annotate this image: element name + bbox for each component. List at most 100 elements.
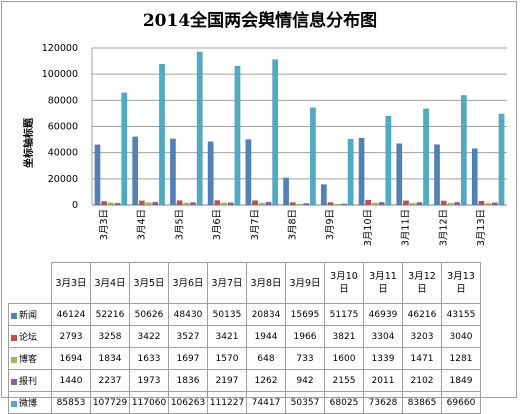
bar-微博-3月3日 [121,92,128,206]
bar-报刊-3月4日 [152,201,159,206]
table-cell: 3821 [324,325,364,348]
bar-博客-3月5日 [183,202,190,206]
table-cell: 43155 [441,303,481,326]
bar-论坛-3月9日 [327,202,334,206]
bar-新闻-3月4日 [132,136,139,206]
table-cell: 1849 [441,369,481,392]
y-tick-labels: 0 20000 40000 60000 80000 100000 120000 [42,43,78,211]
bar-报刊-3月11日 [416,202,423,206]
table-row: 论坛 2793 3258 3422 3527 3421 1944 1966 3821 3304 32… [8,325,481,348]
table-cell: 2155 [324,369,364,392]
x-tick-label: 3月11日 [401,209,412,246]
bar-论坛-3月12日 [440,200,447,206]
bar-新闻-3月8日 [283,177,290,206]
table-row: 新闻 46124 52216 50626 48430 50135 20834 15695 511… [8,303,481,326]
table-header-cell: 3月12 日 [402,262,442,304]
legend-swatch [11,334,17,341]
bar-论坛-3月4日 [138,200,145,206]
x-tick-label: 3月5日 [174,209,185,240]
legend-swatch [11,356,17,363]
table-cell: 3527 [168,325,208,348]
table-cell: 1440 [51,369,91,392]
x-tick-label: 3月7日 [250,209,261,240]
bar-微博-3月5日 [196,51,203,206]
bar-报刊-3月5日 [190,202,196,206]
bar-报刊-3月7日 [265,201,272,206]
x-tick-label: 3月4日 [137,209,148,240]
gridlines [91,47,507,206]
table-cell: 50135 [207,303,247,326]
bar-新闻-3月11日 [396,143,403,206]
bar-论坛-3月8日 [289,202,296,206]
table-cell: 50357 [285,391,325,414]
table-cell: 3258 [90,325,130,348]
bar-新闻-3月9日 [320,184,327,206]
bar-博客-3月13日 [485,203,492,206]
x-tick-label: 3月8日 [288,209,299,240]
bar-博客-3月8日 [296,203,303,206]
bars [94,51,505,206]
table-cell: 1471 [402,347,442,370]
bar-微博-3月10日 [385,115,392,206]
table-cell: 107729 [90,391,130,414]
table-series-label: 报刊 [8,369,52,392]
bar-报刊-3月8日 [303,203,310,206]
x-tick-label: 3月6日 [212,209,223,240]
bar-博客-3月11日 [409,203,416,206]
y-tick-label: 0 [72,200,78,211]
table-cell: 46216 [402,303,442,326]
y-tick-label: 60000 [48,122,78,133]
table-cell: 1944 [246,325,286,348]
table-cell: 20834 [246,303,286,326]
table-cell: 3422 [129,325,169,348]
table-cell: 3203 [402,325,442,348]
bar-微博-3月4日 [159,63,165,206]
table-cell: 46939 [363,303,403,326]
table-corner [8,262,52,304]
table-cell: 73628 [363,391,403,414]
bar-报刊-3月13日 [491,202,498,206]
bar-报刊-3月10日 [378,201,385,206]
bar-论坛-3月3日 [101,201,108,206]
table-cell: 733 [285,347,325,370]
table-cell: 1694 [51,347,91,370]
table-series-label: 博客 [8,347,52,370]
data-table: 3月3日 3月4日 3月5日 3月6日 3月7日 3月8日 3月9日 3月10 日 3月11 日 3月… [8,262,481,414]
table-header-cell: 3月8日 [246,262,286,304]
table-header-cell: 3月5日 [129,262,169,304]
legend-swatch [11,400,17,407]
y-tick-label: 40000 [48,148,78,159]
x-tick-label: 3月12日 [438,209,449,246]
table-cell: 2197 [207,369,247,392]
bar-报刊-3月3日 [114,202,121,206]
table-cell: 15695 [285,303,325,326]
table-row: 报刊 1440 2237 1973 1836 2197 1262 942 2155 2011 210… [8,369,481,392]
table-cell: 2011 [363,369,403,392]
bar-新闻-3月3日 [94,144,101,206]
table-header-cell: 3月6日 [168,262,208,304]
table-cell: 2102 [402,369,442,392]
legend-swatch [11,378,17,385]
table-cell: 1339 [363,347,403,370]
table-cell: 2237 [90,369,130,392]
x-tick-label: 3月9日 [325,209,336,240]
bar-新闻-3月13日 [471,148,478,206]
table-row: 微博 85853 107729 117060 106263 111227 74417 5035… [8,391,481,414]
table-cell: 2793 [51,325,91,348]
table-header-cell: 3月13 日 [441,262,481,304]
table-cell: 1570 [207,347,247,370]
bar-博客-3月9日 [334,203,341,206]
bar-博客-3月12日 [447,202,454,206]
table-cell: 1633 [129,347,169,370]
x-tick-label: 3月10日 [363,209,374,246]
table-cell: 648 [246,347,286,370]
bar-微博-3月8日 [309,107,316,206]
bar-报刊-3月9日 [340,203,347,206]
table-cell: 1697 [168,347,208,370]
table-cell: 1973 [129,369,169,392]
bar-论坛-3月6日 [214,200,221,206]
table-cell: 111227 [207,391,247,414]
bar-新闻-3月7日 [245,139,252,206]
bar-微博-3月12日 [460,95,467,206]
bar-博客-3月6日 [221,202,227,206]
